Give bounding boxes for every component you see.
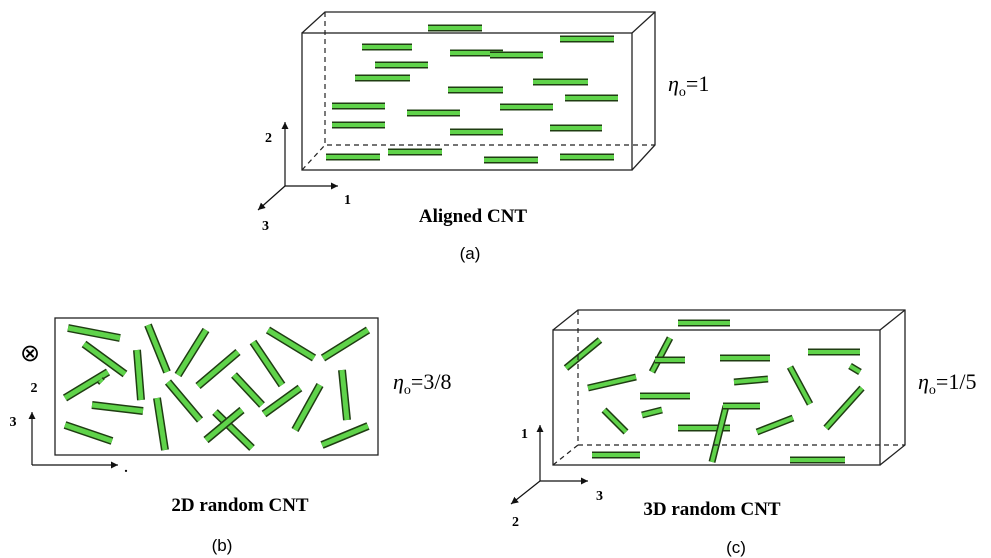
cnt-rod: [757, 418, 793, 432]
cnt-rod: [68, 328, 120, 338]
panel-title: 3D random CNT: [643, 499, 781, 520]
cnt-rod: [342, 370, 347, 420]
value: =3/8: [411, 369, 452, 394]
cnt-rod: [178, 330, 206, 375]
value: =1/5: [936, 369, 977, 394]
rod-stroke: [234, 375, 262, 405]
symbol: η: [918, 369, 929, 394]
axis-label: 3: [596, 489, 603, 504]
rod-stroke: [604, 410, 626, 432]
cnt-rod: [323, 330, 368, 358]
axis-label: 2: [31, 381, 38, 396]
axis-label: 3: [262, 219, 269, 234]
axis-label: 1: [521, 427, 528, 442]
cnt-rod: [734, 379, 768, 382]
rod-stroke: [566, 340, 600, 368]
axis-label: 2: [512, 515, 519, 530]
rod-stroke: [168, 382, 200, 420]
axis-label: .: [124, 461, 128, 476]
cnt-rod: [604, 410, 626, 432]
rod-stroke: [757, 418, 793, 432]
cnt-rod: [148, 325, 167, 372]
cnt-rod: [137, 350, 141, 400]
cnt-rod: [322, 426, 368, 445]
cnt-rod: [588, 377, 636, 388]
rod-stroke: [652, 338, 670, 372]
cnt-diagram: 2 1 3 Aligned CNT (a) ηo=1 ⊗ 2 3 . 2D ra…: [0, 0, 991, 558]
rod-stroke: [322, 426, 368, 445]
cnt-rod: [168, 382, 200, 420]
cnt-rod: [268, 330, 314, 358]
rod-stroke: [178, 330, 206, 375]
rod-stroke: [65, 425, 112, 441]
axis-label: 1: [344, 193, 351, 208]
cnt-rod: [826, 388, 862, 428]
rod-stroke: [790, 367, 810, 404]
subscript: o: [404, 383, 411, 398]
cnt-rod: [65, 372, 108, 398]
value: =1: [686, 71, 709, 96]
rod-stroke: [65, 372, 108, 398]
orientation-factor: ηo=3/8: [393, 369, 451, 398]
caption: (a): [460, 244, 481, 263]
subscript: o: [679, 85, 686, 100]
cnt-rod: [157, 398, 165, 450]
cnt-rod: [642, 410, 662, 415]
panel-title: 2D random CNT: [171, 495, 309, 516]
rod-stroke: [268, 330, 314, 358]
axis-label: 3: [10, 415, 17, 430]
rod-stroke: [323, 330, 368, 358]
symbol: η: [668, 71, 679, 96]
rod-stroke: [264, 388, 300, 414]
rod-stroke: [100, 380, 102, 382]
cnt-rod: [712, 406, 726, 462]
rod-stroke: [850, 366, 860, 372]
orientation-factor: ηo=1: [668, 71, 709, 100]
rod-stroke: [588, 377, 636, 388]
cnt-rod: [264, 388, 300, 414]
cnt-rod: [566, 340, 600, 368]
rod-stroke: [826, 388, 862, 428]
rod-stroke: [148, 325, 167, 372]
rod-stroke: [92, 405, 143, 411]
caption: (b): [212, 536, 233, 555]
cnt-rod: [92, 405, 143, 411]
caption: (c): [726, 538, 746, 557]
symbol: η: [393, 369, 404, 394]
panel-title: Aligned CNT: [419, 206, 528, 227]
cnt-rod: [652, 338, 670, 372]
rod-stroke: [253, 342, 282, 385]
rod-stroke: [712, 406, 726, 462]
axis-label: ⊗: [20, 341, 40, 367]
cnt-rod: [100, 380, 102, 382]
cnt-rod: [790, 367, 810, 404]
subscript: o: [929, 383, 936, 398]
axis-label: 2: [265, 131, 272, 146]
rod-stroke: [198, 352, 238, 386]
cnt-rod: [65, 425, 112, 441]
orientation-factor: ηo=1/5: [918, 369, 976, 398]
cnt-rod: [253, 342, 282, 385]
cnt-rod: [198, 352, 238, 386]
cnt-rod: [234, 375, 262, 405]
cnt-rod: [850, 366, 860, 372]
